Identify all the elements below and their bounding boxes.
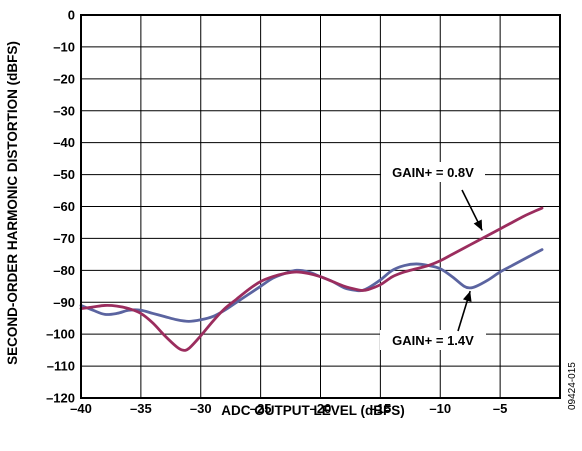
annotation-label-1p4v: GAIN+ = 1.4V bbox=[392, 333, 474, 348]
series-line-gain-0p8v bbox=[79, 206, 544, 352]
y-tick-label: –80 bbox=[53, 263, 75, 278]
annotation-box-0p8v bbox=[381, 162, 485, 182]
x-tick-label: –20 bbox=[310, 401, 332, 416]
y-tick-label: –20 bbox=[53, 71, 75, 86]
y-tick-label: –50 bbox=[53, 167, 75, 182]
y-tick-labels: 0 –10 –20 –30 –40 –50 –60 –70 –80 –90 –100 –110 –120 bbox=[46, 8, 75, 406]
x-tick-label: –30 bbox=[190, 401, 212, 416]
plot-frame bbox=[80, 14, 561, 399]
grid bbox=[80, 14, 560, 399]
series-line-gain-1p4v bbox=[79, 248, 544, 323]
y-tick-label: –10 bbox=[53, 39, 75, 54]
series-layer bbox=[79, 206, 544, 352]
x-tick-labels: –40 –35 –30 –25 –20 –15 –10 –5 bbox=[70, 401, 507, 416]
y-tick-label: –120 bbox=[46, 391, 75, 406]
y-axis-title: SECOND-ORDER HARMONIC DISTORTION (dBFS) bbox=[5, 41, 20, 365]
x-tick-label: –15 bbox=[370, 401, 392, 416]
y-tick-label: –30 bbox=[53, 103, 75, 118]
y-tick-label: 0 bbox=[68, 8, 75, 23]
figure-id: 09424-015 bbox=[567, 362, 578, 410]
annotation-label-0p8v: GAIN+ = 0.8V bbox=[392, 165, 474, 180]
x-axis-title: ADC OUTPUT LEVEL (dBFS) bbox=[221, 403, 405, 418]
x-tick-label: –10 bbox=[429, 401, 451, 416]
annotations: GAIN+ = 0.8V GAIN+ = 1.4V bbox=[380, 162, 486, 350]
annotation-box-1p4v bbox=[380, 330, 486, 350]
x-tick-label: –5 bbox=[493, 401, 507, 416]
x-tick-label: –35 bbox=[130, 401, 152, 416]
y-tick-label: –70 bbox=[53, 231, 75, 246]
y-tick-label: –110 bbox=[47, 359, 75, 374]
y-tick-label: –40 bbox=[53, 135, 75, 150]
y-tick-label: –60 bbox=[53, 199, 75, 214]
y-tick-label: –100 bbox=[46, 327, 75, 342]
x-tick-label: –40 bbox=[70, 401, 92, 416]
x-tick-label: –25 bbox=[250, 401, 272, 416]
annotation-arrow-0p8v-head bbox=[473, 219, 483, 231]
y-tick-label: –90 bbox=[53, 295, 75, 310]
annotation-arrow-1p4v-head bbox=[462, 291, 472, 302]
